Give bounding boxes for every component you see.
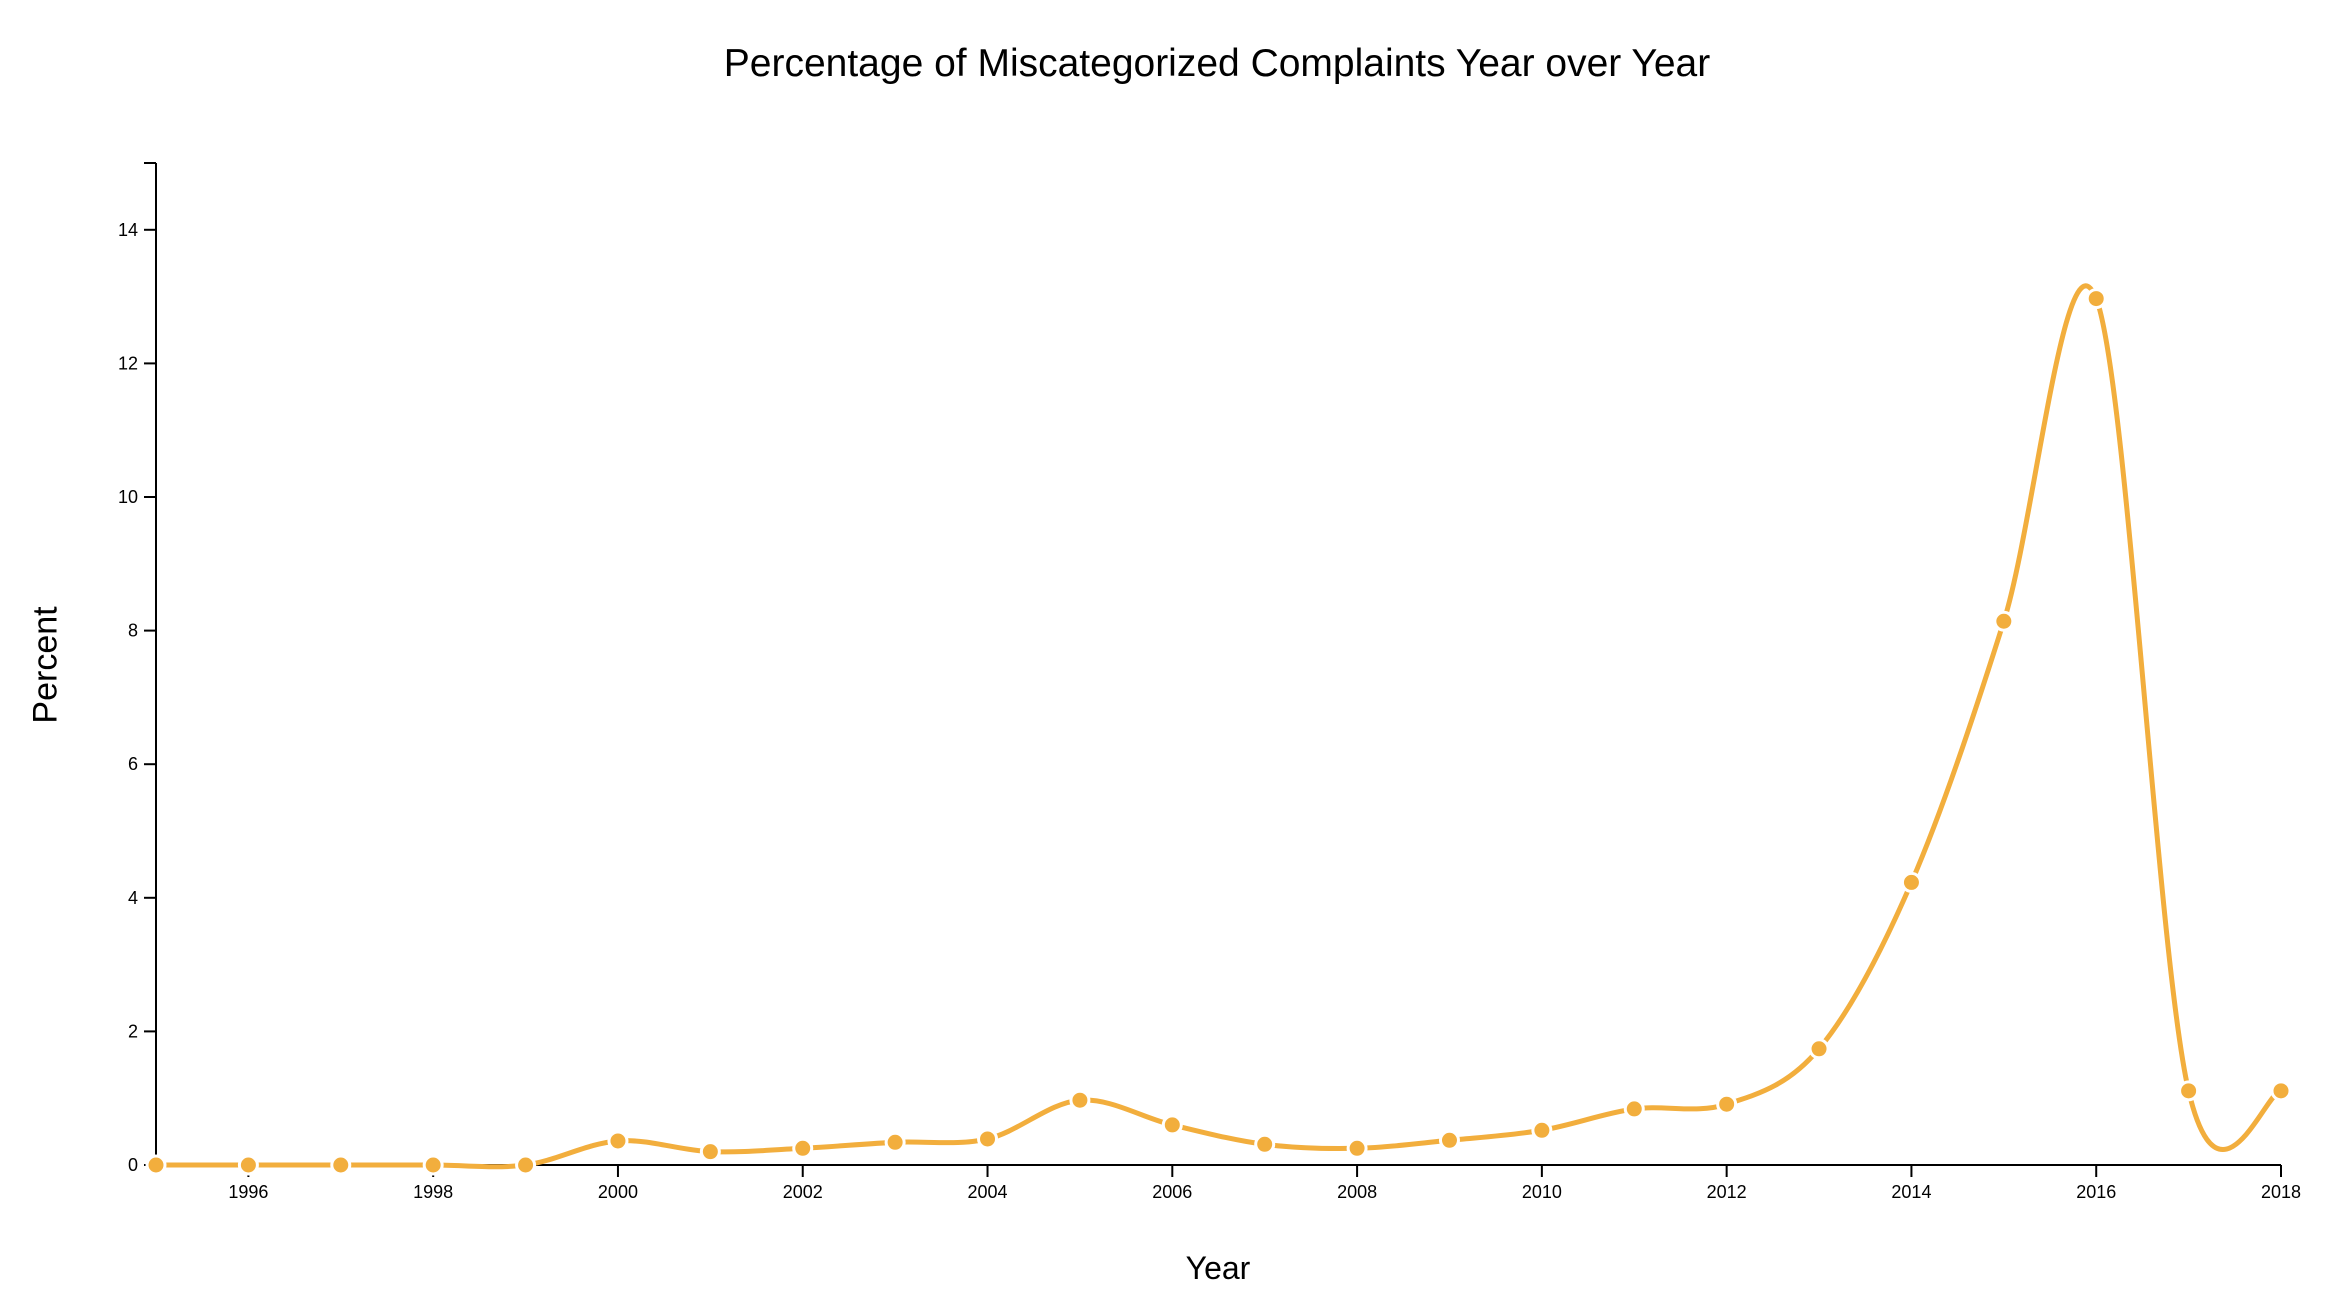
- y-tick-label-8: 8: [128, 621, 138, 641]
- y-tick-label-0: 0: [128, 1155, 138, 1175]
- x-tick-label-1996: 1996: [228, 1182, 268, 1202]
- series-line: [156, 283, 2282, 1170]
- data-point-2009: [1438, 1129, 1460, 1151]
- data-point-2012: [1716, 1093, 1738, 1115]
- data-point-1999: [515, 1154, 537, 1176]
- data-point-2002: [792, 1137, 814, 1159]
- y-tick-label-10: 10: [118, 487, 138, 507]
- data-point-2007: [1254, 1133, 1276, 1155]
- data-point-2013: [1808, 1038, 1830, 1060]
- x-tick-label-2004: 2004: [967, 1182, 1007, 1202]
- x-tick-label-1998: 1998: [413, 1182, 453, 1202]
- data-point-2011: [1623, 1098, 1645, 1120]
- y-tick-label-14: 14: [118, 220, 138, 240]
- data-point-2014: [1900, 871, 1922, 893]
- x-tick-label-2014: 2014: [1891, 1182, 1931, 1202]
- x-tick-label-2018: 2018: [2261, 1182, 2301, 1202]
- data-point-2017: [2178, 1080, 2200, 1102]
- x-tick-label-2006: 2006: [1152, 1182, 1192, 1202]
- data-point-1997: [330, 1154, 352, 1176]
- data-point-2015: [1993, 610, 2015, 632]
- y-tick-label-6: 6: [128, 754, 138, 774]
- y-tick-label-4: 4: [128, 888, 138, 908]
- data-point-2006: [1161, 1114, 1183, 1136]
- data-point-1998: [422, 1154, 444, 1176]
- x-tick-label-2016: 2016: [2076, 1182, 2116, 1202]
- chart-title: Percentage of Miscategorized Complaints …: [723, 42, 1711, 85]
- data-point-2018: [2270, 1080, 2292, 1102]
- data-point-1996: [237, 1154, 259, 1176]
- x-tick-label-2008: 2008: [1337, 1182, 1377, 1202]
- data-point-2016: [2085, 288, 2107, 310]
- data-point-2004: [977, 1128, 999, 1150]
- data-point-2008: [1346, 1137, 1368, 1159]
- x-tick-label-2002: 2002: [783, 1182, 823, 1202]
- x-tick-label-2000: 2000: [598, 1182, 638, 1202]
- data-point-2003: [884, 1131, 906, 1153]
- y-tick-label-2: 2: [128, 1021, 138, 1041]
- x-tick-label-2012: 2012: [1707, 1182, 1747, 1202]
- x-tick-label-2010: 2010: [1522, 1182, 1562, 1202]
- data-point-2005: [1069, 1089, 1091, 1111]
- y-tick-label-12: 12: [118, 353, 138, 373]
- data-point-1995: [145, 1154, 167, 1176]
- x-axis-label: Year: [1185, 1250, 1251, 1286]
- data-point-2001: [699, 1141, 721, 1163]
- data-point-2000: [607, 1130, 629, 1152]
- data-point-2010: [1531, 1119, 1553, 1141]
